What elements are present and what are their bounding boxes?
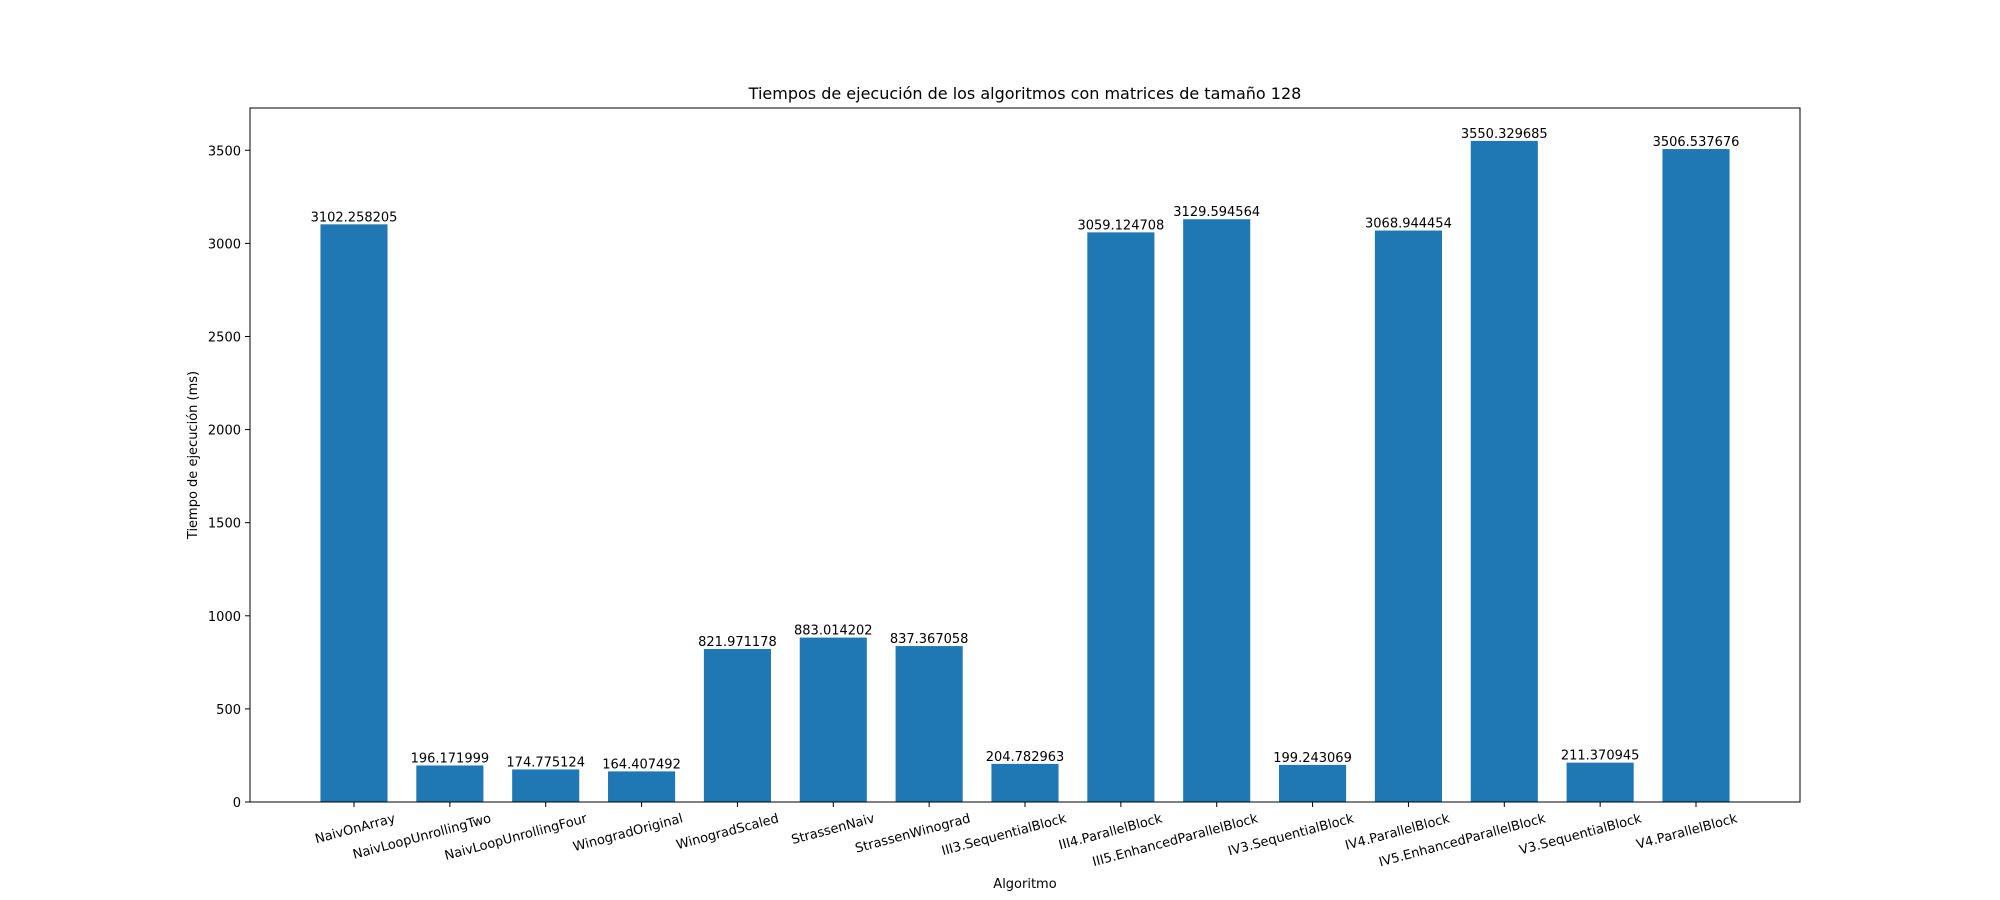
bars-layer (320, 140, 1730, 803)
bar-value-label: 3068.944454 (1365, 217, 1452, 232)
bar (1279, 764, 1347, 802)
bar-value-label: 196.171999 (411, 751, 490, 766)
bar (991, 763, 1059, 802)
bar-value-label: 204.782963 (986, 750, 1065, 765)
bar (1087, 232, 1155, 803)
bar-value-label: 883.014202 (794, 624, 873, 639)
bar (1566, 762, 1634, 802)
y-tick-label: 500 (216, 703, 241, 718)
y-tick-label: 2500 (208, 330, 241, 345)
bar-value-label: 211.370945 (1561, 749, 1640, 764)
bar-value-label: 3550.329685 (1461, 127, 1548, 142)
y-tick-label: 3000 (208, 237, 241, 252)
bar (1662, 149, 1730, 803)
bar-value-label: 3129.594564 (1173, 205, 1260, 220)
bar-value-labels: 3102.258205 196.171999 174.775124 164.40749… (311, 127, 1740, 772)
chart-title: Tiempos de ejecución de los algoritmos c… (748, 84, 1302, 103)
bar (1183, 219, 1251, 803)
plot-frame (249, 107, 1801, 803)
x-axis-label: Algoritmo (993, 877, 1056, 892)
y-tick-label: 1500 (208, 517, 241, 532)
bar-value-label: 174.775124 (506, 755, 585, 770)
bar (608, 771, 676, 802)
bar (1470, 140, 1538, 802)
bar-value-label: 3506.537676 (1653, 135, 1740, 150)
bar (1374, 230, 1442, 803)
bar (895, 646, 963, 802)
bar-value-label: 821.971178 (698, 635, 777, 650)
y-axis-label: Tiempo de ejecución (ms) (186, 371, 201, 540)
bar (703, 648, 771, 802)
bar (416, 765, 484, 802)
y-axis: 0 500 1000 1500 2000 2500 3000 3500 (208, 144, 250, 811)
y-tick-label: 3500 (208, 144, 241, 159)
y-tick-label: 2000 (208, 424, 241, 439)
bar-value-label: 164.407492 (602, 757, 681, 772)
bar-value-label: 3059.124708 (1077, 218, 1164, 233)
bar-value-label: 199.243069 (1273, 751, 1352, 766)
bar (799, 637, 867, 802)
y-tick-label: 0 (233, 796, 241, 811)
bar-value-label: 3102.258205 (311, 210, 398, 225)
y-tick-label: 1000 (208, 610, 241, 625)
bar (320, 224, 388, 802)
bar-value-label: 837.367058 (890, 632, 969, 647)
bar (512, 769, 580, 802)
